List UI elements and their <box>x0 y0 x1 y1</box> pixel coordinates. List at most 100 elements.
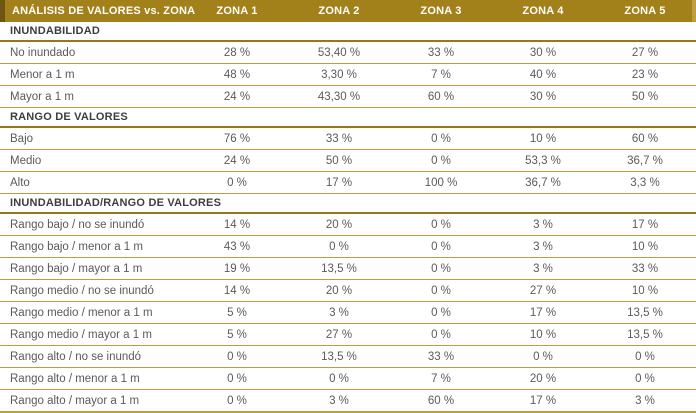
cell-value: 3 % <box>594 389 696 413</box>
cell-value: 10 % <box>492 323 594 346</box>
cell-value: 0 % <box>390 149 492 172</box>
cell-value: 20 % <box>288 279 390 302</box>
cell-value: 50 % <box>288 149 390 172</box>
cell-value: 0 % <box>186 171 288 194</box>
table-row: Rango alto / menor a 1 m 0 % 0 % 7 % 20 … <box>0 367 696 390</box>
cell-value: 3,30 % <box>288 63 390 86</box>
cell-value: 28 % <box>186 41 288 64</box>
table-row: Mayor a 1 m 24 % 43,30 % 60 % 30 % 50 % <box>0 85 696 108</box>
cell-value: 10 % <box>594 235 696 258</box>
cell-value: 0 % <box>288 367 390 390</box>
cell-value: 33 % <box>390 345 492 368</box>
cell-value: 5 % <box>186 301 288 324</box>
cell-value: 27 % <box>288 323 390 346</box>
cell-value: 43,30 % <box>288 85 390 108</box>
header-right-accent-bar <box>692 0 696 22</box>
cell-value: 60 % <box>390 85 492 108</box>
cell-value: 0 % <box>390 235 492 258</box>
cell-value: 53,40 % <box>288 41 390 64</box>
cell-value: 13,5 % <box>594 301 696 324</box>
column-header-zona-1: ZONA 1 <box>186 0 288 22</box>
cell-value: 0 % <box>390 279 492 302</box>
cell-value: 17 % <box>594 213 696 236</box>
row-label: Rango medio / mayor a 1 m <box>0 323 186 346</box>
cell-value: 100 % <box>390 171 492 194</box>
cell-value: 14 % <box>186 279 288 302</box>
cell-value: 53,3 % <box>492 149 594 172</box>
cell-value: 36,7 % <box>492 171 594 194</box>
cell-value: 0 % <box>390 301 492 324</box>
cell-value: 27 % <box>594 41 696 64</box>
cell-value: 0 % <box>594 345 696 368</box>
cell-value: 48 % <box>186 63 288 86</box>
row-label: Rango alto / no se inundó <box>0 345 186 368</box>
table-row: Rango bajo / mayor a 1 m 19 % 13,5 % 0 %… <box>0 257 696 280</box>
row-label: Rango bajo / mayor a 1 m <box>0 257 186 280</box>
section-title: RANGO DE VALORES <box>0 107 696 128</box>
cell-value: 30 % <box>492 41 594 64</box>
cell-value: 3 % <box>288 389 390 413</box>
cell-value: 13,5 % <box>594 323 696 346</box>
row-label: Rango medio / no se inundó <box>0 279 186 302</box>
cell-value: 33 % <box>594 257 696 280</box>
section-title: INUNDABILIDAD <box>0 22 696 42</box>
cell-value: 0 % <box>186 389 288 413</box>
cell-value: 10 % <box>594 279 696 302</box>
cell-value: 24 % <box>186 149 288 172</box>
cell-value: 76 % <box>186 127 288 150</box>
cell-value: 14 % <box>186 213 288 236</box>
cell-value: 20 % <box>288 213 390 236</box>
row-label: Mayor a 1 m <box>0 85 186 108</box>
table-title: ANÁLISIS DE VALORES vs. ZONA <box>0 0 195 22</box>
row-label: Medio <box>0 149 186 172</box>
cell-value: 23 % <box>594 63 696 86</box>
row-label: Rango bajo / no se inundó <box>0 213 186 236</box>
header-left-accent-bar <box>0 0 5 22</box>
cell-value: 0 % <box>390 213 492 236</box>
row-label: Menor a 1 m <box>0 63 186 86</box>
cell-value: 50 % <box>594 85 696 108</box>
cell-value: 20 % <box>492 367 594 390</box>
cell-value: 30 % <box>492 85 594 108</box>
cell-value: 7 % <box>390 63 492 86</box>
table-row: Medio 24 % 50 % 0 % 53,3 % 36,7 % <box>0 149 696 172</box>
cell-value: 33 % <box>390 41 492 64</box>
cell-value: 0 % <box>390 257 492 280</box>
cell-value: 0 % <box>594 367 696 390</box>
cell-value: 13,5 % <box>288 257 390 280</box>
cell-value: 3,3 % <box>594 171 696 194</box>
cell-value: 36,7 % <box>594 149 696 172</box>
cell-value: 43 % <box>186 235 288 258</box>
table-row: Rango medio / menor a 1 m 5 % 3 % 0 % 17… <box>0 301 696 324</box>
row-label: Rango bajo / menor a 1 m <box>0 235 186 258</box>
table-row: Alto 0 % 17 % 100 % 36,7 % 3,3 % <box>0 171 696 194</box>
cell-value: 0 % <box>288 235 390 258</box>
cell-value: 3 % <box>492 257 594 280</box>
row-label: No inundado <box>0 41 186 64</box>
row-label: Alto <box>0 171 186 194</box>
row-label: Rango medio / menor a 1 m <box>0 301 186 324</box>
table-row: Rango bajo / no se inundó 14 % 20 % 0 % … <box>0 213 696 236</box>
cell-value: 60 % <box>390 389 492 413</box>
table-row: Rango medio / mayor a 1 m 5 % 27 % 0 % 1… <box>0 323 696 346</box>
section-header-inundabilidad-rango: INUNDABILIDAD/RANGO DE VALORES <box>0 193 696 214</box>
cell-value: 5 % <box>186 323 288 346</box>
table-row: Rango alto / no se inundó 0 % 13,5 % 33 … <box>0 345 696 368</box>
cell-value: 40 % <box>492 63 594 86</box>
cell-value: 13,5 % <box>288 345 390 368</box>
row-label: Bajo <box>0 127 186 150</box>
section-header-inundabilidad: INUNDABILIDAD <box>0 22 696 42</box>
cell-value: 3 % <box>288 301 390 324</box>
table-row: Menor a 1 m 48 % 3,30 % 7 % 40 % 23 % <box>0 63 696 86</box>
column-header-zona-5: ZONA 5 <box>594 0 696 22</box>
cell-value: 24 % <box>186 85 288 108</box>
row-label: Rango alto / menor a 1 m <box>0 367 186 390</box>
cell-value: 3 % <box>492 213 594 236</box>
cell-value: 3 % <box>492 235 594 258</box>
cell-value: 0 % <box>186 367 288 390</box>
row-label: Rango alto / mayor a 1 m <box>0 389 186 413</box>
cell-value: 10 % <box>492 127 594 150</box>
section-header-rango-de-valores: RANGO DE VALORES <box>0 107 696 128</box>
